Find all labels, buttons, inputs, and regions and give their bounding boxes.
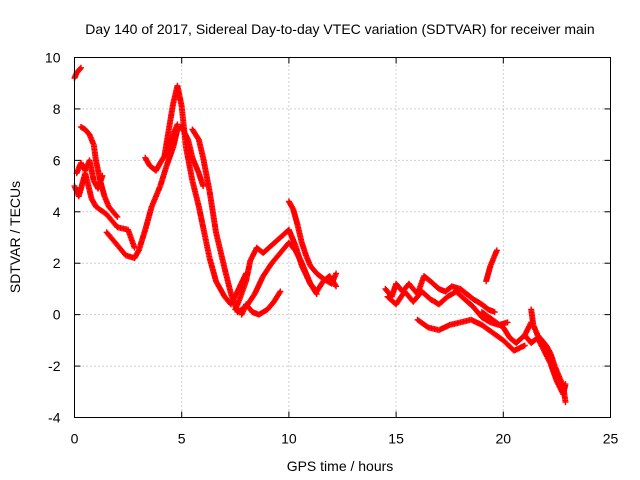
y-tick-label: 6	[53, 152, 61, 168]
series-trace	[72, 65, 84, 80]
series-arc-f	[142, 121, 181, 174]
y-tick-label: 4	[53, 204, 61, 220]
series-trace	[522, 333, 569, 396]
series-trace	[104, 124, 206, 261]
series-trace	[72, 171, 137, 250]
data-layer	[71, 64, 569, 406]
series-arc-b	[71, 170, 138, 251]
series-trace	[79, 124, 120, 219]
series-arc-g	[161, 82, 250, 308]
series-trace	[480, 309, 534, 346]
y-tick-label: 0	[53, 307, 61, 323]
plot-frame	[74, 57, 611, 418]
x-axis-label: GPS time / hours	[287, 458, 394, 474]
y-tick-labels: -4 -2 0 2 4 6 8 10	[45, 50, 61, 426]
series-arc-l	[296, 255, 340, 295]
tick-marks	[74, 57, 611, 418]
y-tick-label: 8	[53, 101, 61, 117]
grid-lines	[74, 57, 611, 418]
x-tick-labels: 0 5 10 15 20 25	[71, 431, 619, 447]
series-trace	[286, 199, 339, 287]
y-tick-label: -2	[48, 358, 61, 374]
series-arc-j	[238, 288, 284, 318]
x-tick-label: 0	[71, 431, 79, 447]
series-trace	[483, 248, 500, 283]
series-arc-e	[103, 123, 207, 262]
y-axis-label: SDTVAR / TECUs	[7, 181, 23, 293]
x-tick-label: 5	[178, 431, 186, 447]
series-trace	[385, 289, 510, 328]
x-tick-label: 20	[496, 431, 512, 447]
series-arc-p	[483, 247, 500, 285]
series-arc-a	[71, 64, 84, 82]
series-arc-o	[414, 316, 528, 354]
series-trace	[297, 256, 339, 294]
series-trace	[239, 289, 283, 318]
y-tick-label: -4	[48, 410, 61, 426]
series-trace	[415, 317, 527, 353]
series-arc-s	[521, 332, 569, 398]
y-tick-label: 2	[53, 255, 61, 271]
x-tick-label: 15	[388, 431, 404, 447]
series-arc-d	[77, 123, 121, 220]
y-tick-label: 10	[45, 50, 61, 66]
series-trace	[161, 84, 249, 307]
x-tick-label: 10	[281, 431, 297, 447]
series-arc-h	[189, 126, 314, 316]
series-arc-m	[382, 273, 498, 316]
x-tick-label: 25	[603, 431, 619, 447]
chart-title: Day 140 of 2017, Sidereal Day-to-day VTE…	[85, 21, 594, 37]
series-arc-c	[73, 157, 106, 192]
series-arc-r	[528, 306, 569, 406]
